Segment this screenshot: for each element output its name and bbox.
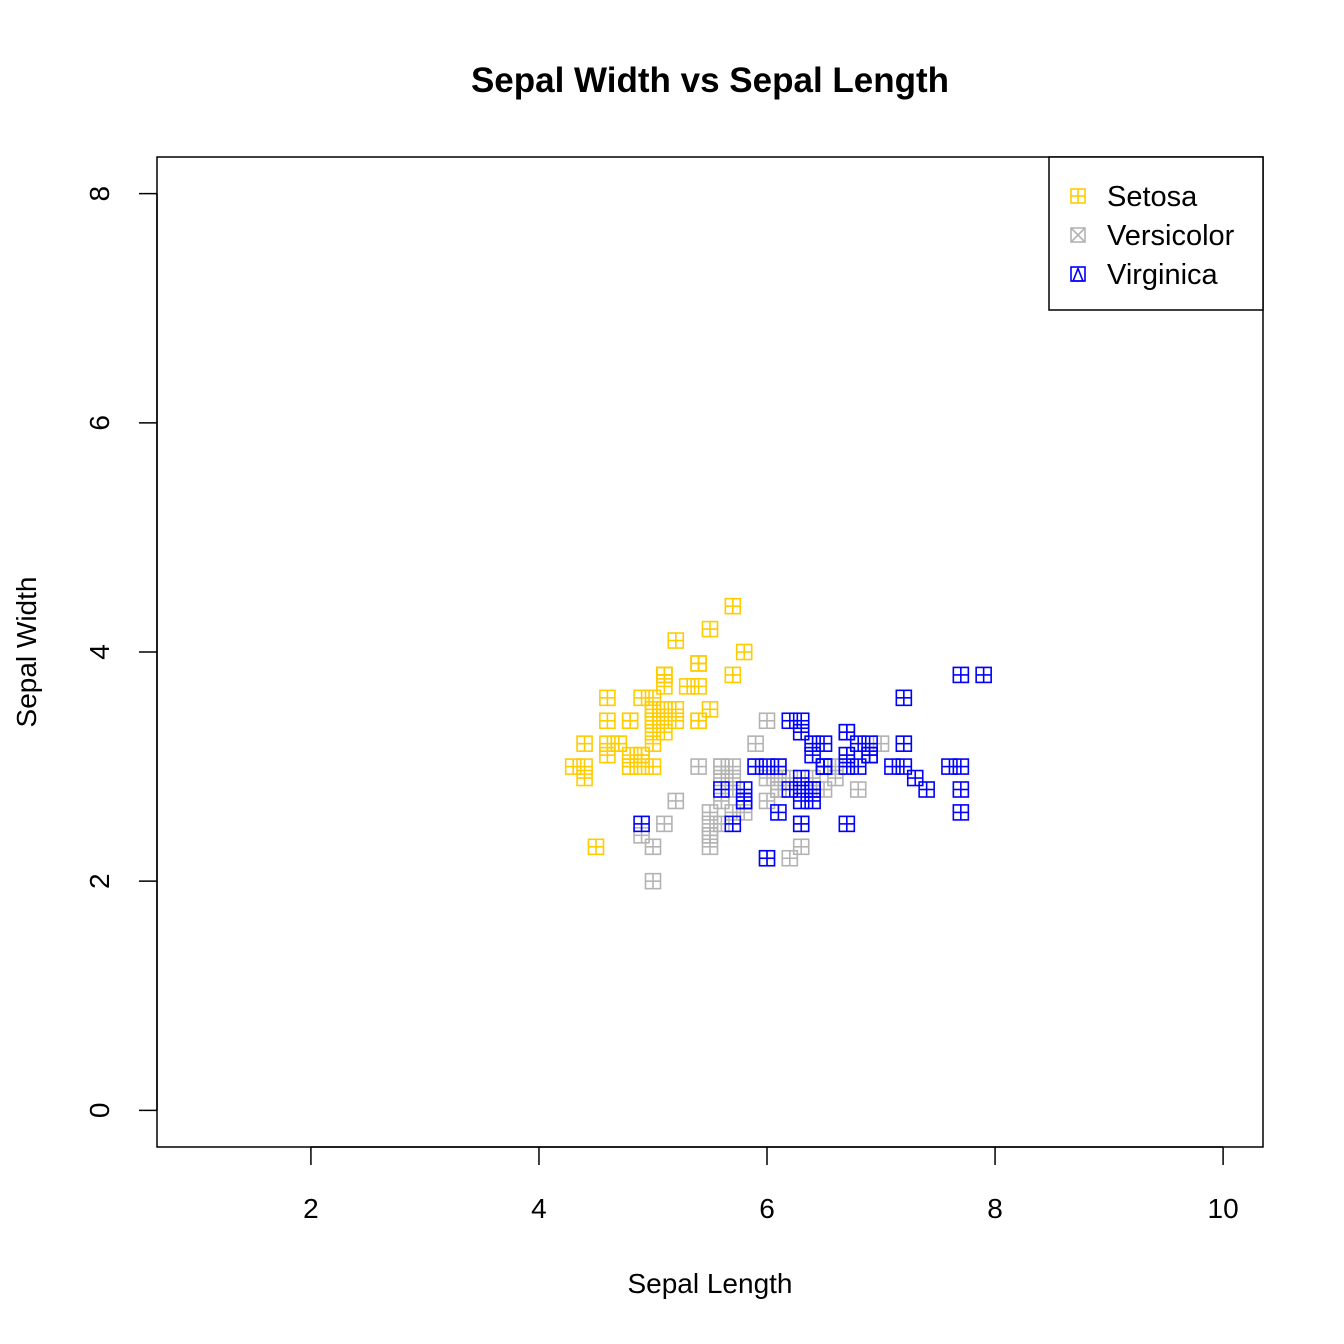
data-point-versicolor — [644, 838, 662, 856]
data-point-versicolor — [747, 735, 764, 752]
data-point-versicolor — [701, 804, 719, 821]
data-point-virginica — [849, 735, 867, 752]
data-point-virginica — [861, 746, 878, 764]
data-point-virginica — [895, 758, 913, 775]
data-point-versicolor — [667, 792, 685, 810]
data-point-setosa — [576, 735, 593, 752]
data-point-setosa — [701, 700, 719, 718]
legend-symbol — [1070, 227, 1086, 243]
data-point-versicolor — [792, 838, 810, 856]
data-point-setosa — [690, 712, 707, 730]
data-point-virginica — [792, 781, 810, 798]
x-tick-label: 8 — [987, 1193, 1003, 1224]
data-point-virginica — [770, 804, 787, 821]
legend-item-virginica: Virginica — [1070, 259, 1219, 291]
legend-label: Setosa — [1107, 181, 1198, 213]
legend-label: Versicolor — [1107, 220, 1235, 252]
x-tick-label: 4 — [531, 1193, 547, 1224]
y-tick-label: 8 — [84, 186, 115, 202]
data-point-virginica — [838, 758, 856, 775]
data-point-virginica — [952, 758, 970, 775]
data-point-virginica — [724, 815, 742, 833]
data-point-virginica — [952, 804, 970, 821]
data-point-setosa — [644, 700, 662, 718]
data-point-setosa — [587, 838, 605, 856]
data-point-virginica — [781, 712, 799, 730]
legend-item-setosa: Setosa — [1070, 181, 1198, 213]
data-point-virginica — [747, 758, 764, 775]
data-point-setosa — [678, 678, 696, 695]
data-point-setosa — [599, 689, 616, 707]
data-point-virginica — [952, 781, 970, 798]
data-point-versicolor — [781, 849, 799, 867]
data-point-setosa — [724, 666, 742, 684]
data-point-setosa — [667, 632, 685, 649]
data-point-versicolor — [758, 712, 776, 730]
legend-symbol — [1070, 188, 1086, 204]
data-point-setosa — [599, 712, 616, 730]
y-tick-label: 4 — [84, 644, 115, 660]
x-axis: 2 4 6 8 10 — [303, 1146, 1239, 1224]
data-point-setosa — [633, 689, 650, 707]
y-tick-label: 0 — [84, 1103, 115, 1119]
x-axis-label: Sepal Length — [627, 1268, 792, 1299]
x-tick-label: 6 — [759, 1193, 775, 1224]
data-point-setosa — [735, 643, 753, 661]
data-point-virginica — [838, 723, 856, 741]
data-point-versicolor — [758, 792, 776, 810]
legend-item-versicolor: Versicolor — [1070, 220, 1235, 252]
data-point-setosa — [621, 758, 639, 775]
data-point-virginica — [895, 689, 913, 707]
data-point-setosa — [644, 758, 662, 775]
legend-label: Virginica — [1107, 259, 1219, 291]
chart-title: Sepal Width vs Sepal Length — [471, 61, 949, 100]
data-point-virginica — [895, 735, 913, 752]
data-point-virginica — [918, 781, 935, 798]
data-point-versicolor — [656, 815, 673, 833]
data-point-virginica — [735, 792, 753, 810]
data-point-setosa — [690, 655, 707, 672]
data-point-versicolor — [644, 872, 662, 890]
data-point-virginica — [838, 815, 856, 833]
y-axis-label: Sepal Width — [11, 577, 42, 728]
y-tick-label: 6 — [84, 415, 115, 431]
y-tick-label: 2 — [84, 873, 115, 889]
data-point-virginica — [804, 746, 821, 764]
data-point-versicolor — [690, 758, 707, 775]
data-point-virginica — [633, 815, 650, 833]
data-point-setosa — [656, 712, 673, 730]
data-point-versicolor — [849, 781, 867, 798]
data-point-virginica — [952, 666, 970, 684]
data-point-setosa — [599, 735, 616, 752]
data-point-setosa — [656, 666, 673, 684]
data-point-setosa — [633, 746, 650, 764]
x-tick-label: 2 — [303, 1193, 319, 1224]
data-point-setosa — [644, 723, 662, 741]
data-point-virginica — [906, 769, 924, 787]
data-points — [564, 597, 992, 890]
data-point-setosa — [576, 758, 593, 775]
legend-symbol — [1070, 266, 1086, 282]
data-point-virginica — [792, 815, 810, 833]
legend: Setosa Versicolor Virginica — [1048, 156, 1264, 311]
x-tick-label: 10 — [1208, 1193, 1239, 1224]
data-point-virginica — [758, 849, 776, 867]
data-point-setosa — [621, 712, 639, 730]
data-point-virginica — [815, 758, 833, 775]
data-point-setosa — [724, 597, 742, 615]
data-point-virginica — [975, 666, 992, 684]
data-point-virginica — [713, 781, 730, 798]
data-point-setosa — [701, 620, 719, 638]
y-axis: 0 2 4 6 8 — [84, 186, 158, 1119]
